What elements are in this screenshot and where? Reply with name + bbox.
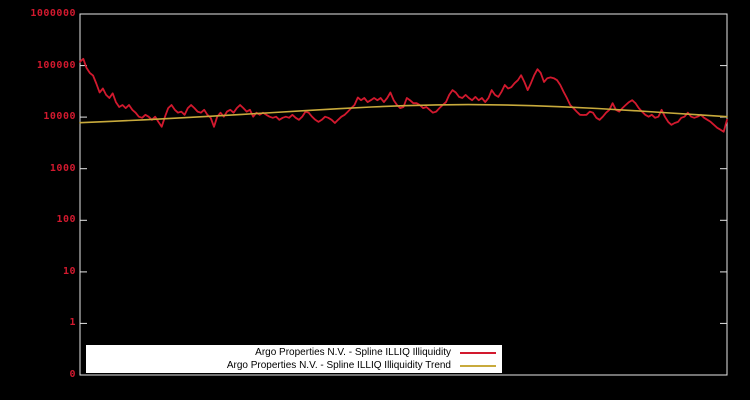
legend-line-sample-illiq <box>460 351 496 354</box>
legend-item-illiq: Argo Properties N.V. - Spline ILLIQ Illi… <box>86 346 496 359</box>
legend-label-illiq-trend: Argo Properties N.V. - Spline ILLIQ Illi… <box>226 360 451 371</box>
y-tick-label-100000: 100000 <box>36 59 76 71</box>
legend-box: Argo Properties N.V. - Spline ILLIQ Illi… <box>86 345 502 373</box>
y-tick-label-10000: 10000 <box>43 111 76 123</box>
legend-label-illiq: Argo Properties N.V. - Spline ILLIQ Illi… <box>255 347 451 358</box>
legend-item-illiq-trend: Argo Properties N.V. - Spline ILLIQ Illi… <box>86 359 496 372</box>
y-tick-label-10: 10 <box>62 265 76 277</box>
y-tick-label-1000000: 1000000 <box>30 8 76 19</box>
y-tick-label-0: 0 <box>69 369 76 380</box>
y-tick-label-100: 100 <box>56 214 76 226</box>
legend-line-sample-trend <box>460 364 496 367</box>
illiq-series-line <box>79 57 728 133</box>
illiq-trend-line <box>79 103 728 124</box>
y-tick-label-1000: 1000 <box>49 162 76 174</box>
y-tick-label-1: 1 <box>69 317 76 329</box>
plot-border <box>79 13 728 376</box>
